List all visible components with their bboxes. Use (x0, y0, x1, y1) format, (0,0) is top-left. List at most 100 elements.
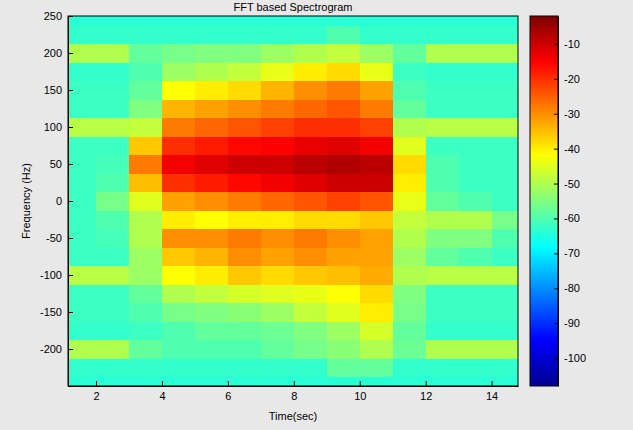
y-tick-mark (68, 127, 73, 128)
heatmap-cell (162, 173, 195, 192)
heatmap-cell (68, 358, 97, 377)
heatmap-cell (360, 155, 393, 174)
heatmap-cell (294, 173, 327, 192)
heatmap-cell (68, 340, 97, 359)
heatmap-cell (195, 247, 228, 266)
heatmap-cell (162, 229, 195, 248)
heatmap-cell (360, 303, 393, 322)
heatmap-cell (294, 118, 327, 137)
colorbar-tick-mark (554, 358, 558, 359)
heatmap-cell (459, 229, 492, 248)
heatmap-cell (426, 118, 459, 137)
heatmap-cell (492, 210, 518, 229)
heatmap-cell (492, 377, 518, 386)
heatmap-cell (228, 358, 261, 377)
heatmap-cell (459, 340, 492, 359)
heatmap-cell (261, 303, 294, 322)
heatmap-cell (195, 81, 228, 100)
heatmap-cell (294, 81, 327, 100)
heatmap-cell (294, 25, 327, 44)
heatmap-cell (393, 377, 426, 386)
heatmap-cell (360, 229, 393, 248)
heatmap-cell (360, 377, 393, 386)
y-tick-mark (68, 16, 73, 17)
heatmap-cell (327, 192, 360, 211)
heatmap-cell (393, 173, 426, 192)
heatmap-cell (393, 118, 426, 137)
heatmap-cell (360, 44, 393, 63)
colorbar-tick-label: -30 (564, 108, 580, 120)
heatmap-cell (393, 210, 426, 229)
colorbar-tick-label: -60 (564, 212, 580, 224)
colorbar-tick-mark (554, 114, 558, 115)
heatmap-cell (195, 173, 228, 192)
heatmap-cell (96, 44, 129, 63)
heatmap-cell (459, 173, 492, 192)
heatmap-cell (327, 118, 360, 137)
heatmap-cell (426, 210, 459, 229)
y-tick: 250 (44, 10, 73, 22)
heatmap-cell (492, 173, 518, 192)
heatmap-cell (162, 192, 195, 211)
colorbar-axis: -100-90-80-70-60-50-40-30-20-10 (554, 17, 586, 387)
heatmap-cell (459, 16, 492, 26)
heatmap-cell (129, 358, 162, 377)
colorbar-tick-mark (554, 253, 558, 254)
heatmap-cell (492, 284, 518, 303)
heatmap-cell (360, 266, 393, 285)
chart-container: 2468101214-200-150-100-50050100150200250… (0, 0, 633, 430)
heatmap-cell (228, 136, 261, 155)
heatmap-cell (96, 118, 129, 137)
colorbar-tick: -50 (554, 178, 580, 190)
heatmap-cell (195, 210, 228, 229)
colorbar-tick-mark (554, 44, 558, 45)
heatmap-cell (129, 44, 162, 63)
colorbar-tick-label: -40 (564, 143, 580, 155)
heatmap-cell (393, 247, 426, 266)
heatmap-cell (68, 16, 97, 26)
heatmap-cell (68, 247, 97, 266)
x-tick: 10 (354, 381, 366, 402)
heatmap-cell (393, 25, 426, 44)
heatmap-cell (327, 321, 360, 340)
heatmap-cell (162, 377, 195, 386)
y-tick: -100 (40, 269, 73, 281)
heatmap-cell (195, 321, 228, 340)
heatmap-cell (96, 192, 129, 211)
heatmap-cell (68, 192, 97, 211)
heatmap-cell (492, 266, 518, 285)
y-tick-mark (68, 349, 73, 350)
heatmap-cell (459, 377, 492, 386)
heatmap-cell (261, 62, 294, 81)
heatmap-cell (162, 81, 195, 100)
heatmap-cell (459, 321, 492, 340)
heatmap-cell (162, 358, 195, 377)
heatmap-cell (195, 62, 228, 81)
heatmap-cell (195, 229, 228, 248)
y-tick: 200 (44, 47, 73, 59)
heatmap-cell (327, 358, 360, 377)
colorbar-tick-mark (554, 323, 558, 324)
heatmap-cell (195, 25, 228, 44)
heatmap-cell (96, 321, 129, 340)
heatmap-cell (129, 81, 162, 100)
heatmap-cell (261, 16, 294, 26)
y-tick-label: 0 (56, 195, 62, 207)
x-tick-label: 10 (354, 390, 366, 402)
x-axis-title: Time(sec) (269, 410, 317, 422)
x-tick-label: 4 (159, 390, 165, 402)
heatmap-cell (96, 284, 129, 303)
heatmap-cell (228, 25, 261, 44)
heatmap-cell (195, 340, 228, 359)
heatmap-cell (195, 266, 228, 285)
heatmap-cell (492, 118, 518, 137)
heatmap-cell (261, 192, 294, 211)
colorbar-tick: -70 (554, 247, 580, 259)
heatmap-cell (129, 284, 162, 303)
heatmap-cell (360, 247, 393, 266)
heatmap-cell (228, 155, 261, 174)
heatmap-cell (393, 99, 426, 118)
heatmap-cell (294, 358, 327, 377)
heatmap-cell (459, 210, 492, 229)
y-tick-mark (68, 275, 73, 276)
